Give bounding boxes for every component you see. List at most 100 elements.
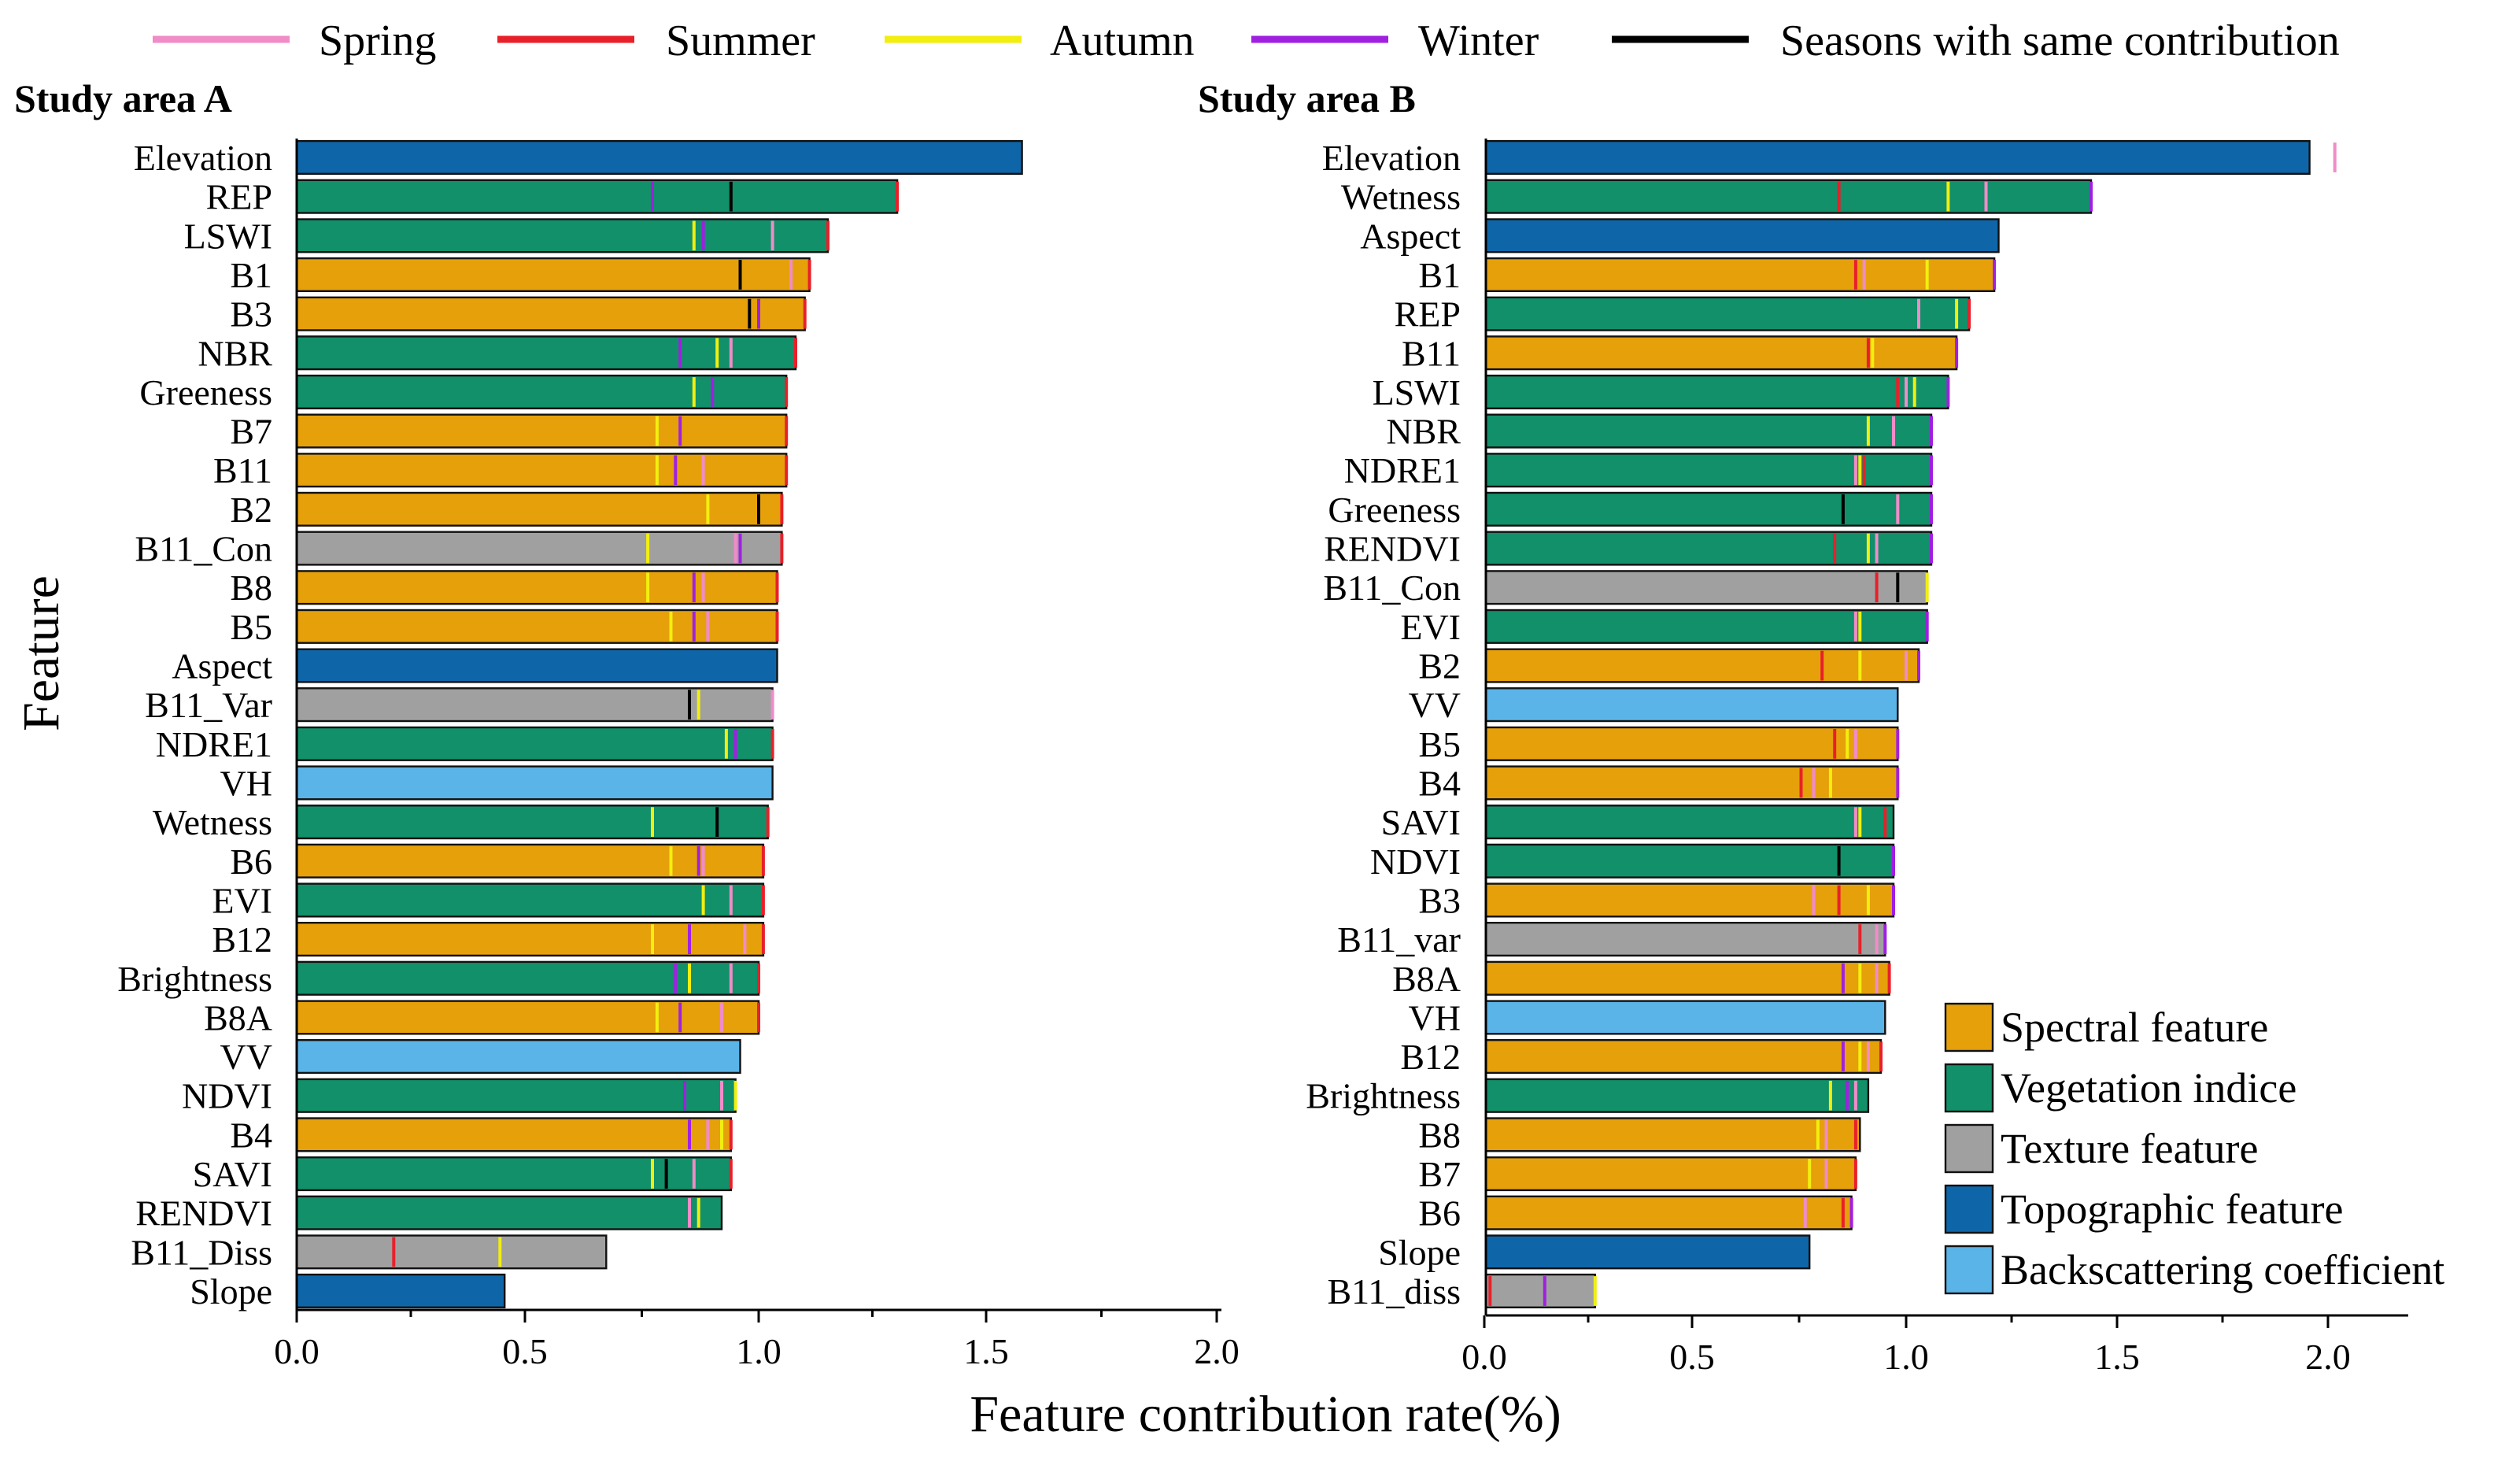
category-label: B11_diss [1327, 1271, 1461, 1311]
category-label: REP [206, 177, 272, 217]
bar-slope [1484, 1234, 1811, 1270]
bar-nbr [1484, 413, 1933, 449]
category-label: B11_Diss [131, 1232, 272, 1272]
bar-b8a [295, 1000, 760, 1035]
bar-b6 [295, 843, 765, 879]
category-label: LSWI [184, 216, 272, 256]
bar-b11-var [1484, 921, 1886, 957]
season-legend-label: Winter [1418, 17, 1539, 65]
category-label: VV [1409, 685, 1461, 725]
bar-b4 [1484, 765, 1899, 801]
category-label: B3 [1418, 880, 1461, 920]
bar-b7 [1484, 1156, 1857, 1192]
bar-rep [1484, 296, 1971, 331]
category-label: B11 [1402, 333, 1461, 373]
x-tick-label: 0.0 [1461, 1337, 1507, 1377]
bar-b4 [295, 1117, 732, 1152]
season-legend-label: Spring [319, 17, 436, 65]
category-label: B2 [230, 490, 272, 530]
category-label: NDRE1 [1344, 450, 1461, 490]
bar-b8 [295, 570, 778, 605]
category-label: B12 [212, 919, 272, 960]
bar-lswi [1484, 374, 1949, 410]
category-label: NDRE1 [156, 724, 272, 764]
category-label: Aspect [1360, 216, 1461, 256]
bar-b5 [295, 609, 778, 644]
category-label: B12 [1400, 1037, 1461, 1077]
category-legend-label: Backscattering coefficient [2001, 1246, 2444, 1293]
bar-b11-con [295, 531, 783, 566]
category-label: B11_Var [145, 685, 272, 725]
category-label: Elevation [134, 138, 272, 178]
category-label: B6 [230, 842, 272, 882]
panel-b-title: Study area B [1198, 76, 1416, 120]
bar-ndre1 [295, 726, 774, 761]
category-label: NBR [1386, 412, 1461, 452]
category-label: B7 [230, 412, 272, 452]
season-legend: Spring Summer Autumn Winter Seasons with sam… [153, 17, 2340, 65]
bar-b11-var [295, 687, 774, 723]
category-legend-label: Vegetation indice [2001, 1064, 2296, 1112]
category-label: RENDVI [135, 1193, 272, 1234]
category-label: Elevation [1322, 138, 1461, 178]
category-label: Brightness [117, 959, 272, 999]
category-label: B4 [230, 1115, 272, 1155]
bar-b8 [1484, 1117, 1861, 1152]
bar-b11 [1484, 335, 1958, 371]
bar-b7 [295, 413, 788, 449]
bar-lswi [295, 218, 830, 253]
bar-evi [295, 882, 765, 918]
season-legend-label: Autumn [1050, 17, 1195, 65]
bar-nbr [295, 335, 797, 371]
category-legend-label: Topographic feature [2001, 1186, 2344, 1233]
category-label: Greeness [139, 372, 272, 412]
bar-b12 [1484, 1038, 1883, 1075]
bar-vv [295, 1038, 741, 1075]
bar-rep [295, 179, 899, 214]
panel-b-chart: ElevationWetnessAspectB1REPB11LSWINBRNDR… [1306, 138, 2408, 1377]
x-tick-label: 2.0 [1194, 1331, 1240, 1371]
category-legend-swatch-topographic [1944, 1184, 1994, 1234]
bar-b11 [295, 453, 788, 488]
category-label: B11_Con [135, 529, 272, 569]
bar-b11-diss [295, 1234, 608, 1270]
x-tick-label: 1.5 [963, 1331, 1009, 1371]
bar-b12 [295, 921, 765, 957]
bar-b3 [1484, 882, 1895, 918]
category-label: EVI [212, 880, 272, 920]
bar-aspect [1484, 218, 2000, 253]
category-label: Slope [190, 1271, 272, 1311]
category-label: B5 [1418, 724, 1461, 764]
category-label: Greeness [1328, 490, 1461, 530]
x-axis-label: Feature contribution rate(%) [970, 1385, 1561, 1443]
category-legend-swatch-backscatter [1944, 1245, 1994, 1295]
category-legend-swatch-spectral [1944, 1002, 1994, 1053]
bar-elevation [1484, 139, 2311, 176]
category-legend-label: Texture feature [2001, 1125, 2259, 1172]
category-label: B3 [230, 294, 272, 335]
category-label: VH [1409, 997, 1461, 1038]
category-legend-swatch-vegetation [1944, 1063, 1994, 1113]
category-label: SAVI [193, 1154, 272, 1194]
category-label: B6 [1418, 1193, 1461, 1234]
category-legend: Spectral feature Vegetation indice Texture… [1944, 1002, 2444, 1295]
bar-vv [1484, 687, 1899, 723]
category-legend-label: Spectral feature [2001, 1004, 2268, 1051]
bar-vh [295, 765, 774, 801]
category-label: B1 [230, 255, 272, 295]
x-tick-label: 0.5 [502, 1331, 548, 1371]
bar-elevation [295, 139, 1023, 176]
category-label: B8A [1392, 959, 1461, 999]
category-label: Slope [1378, 1232, 1461, 1272]
bar-b2 [295, 491, 783, 527]
category-label: B7 [1418, 1154, 1461, 1194]
panel-a-chart: ElevationREPLSWIB1B3NBRGreenessB7B11B2B1… [117, 138, 1240, 1371]
category-label: NDVI [182, 1076, 272, 1116]
x-tick-label: 1.0 [736, 1331, 781, 1371]
bar-greeness [1484, 491, 1933, 527]
x-tick-label: 1.5 [2094, 1337, 2140, 1377]
category-label: NBR [198, 333, 272, 373]
x-tick-label: 0.0 [274, 1331, 320, 1371]
bar-b2 [1484, 648, 1920, 683]
category-label: B8 [1418, 1115, 1461, 1155]
